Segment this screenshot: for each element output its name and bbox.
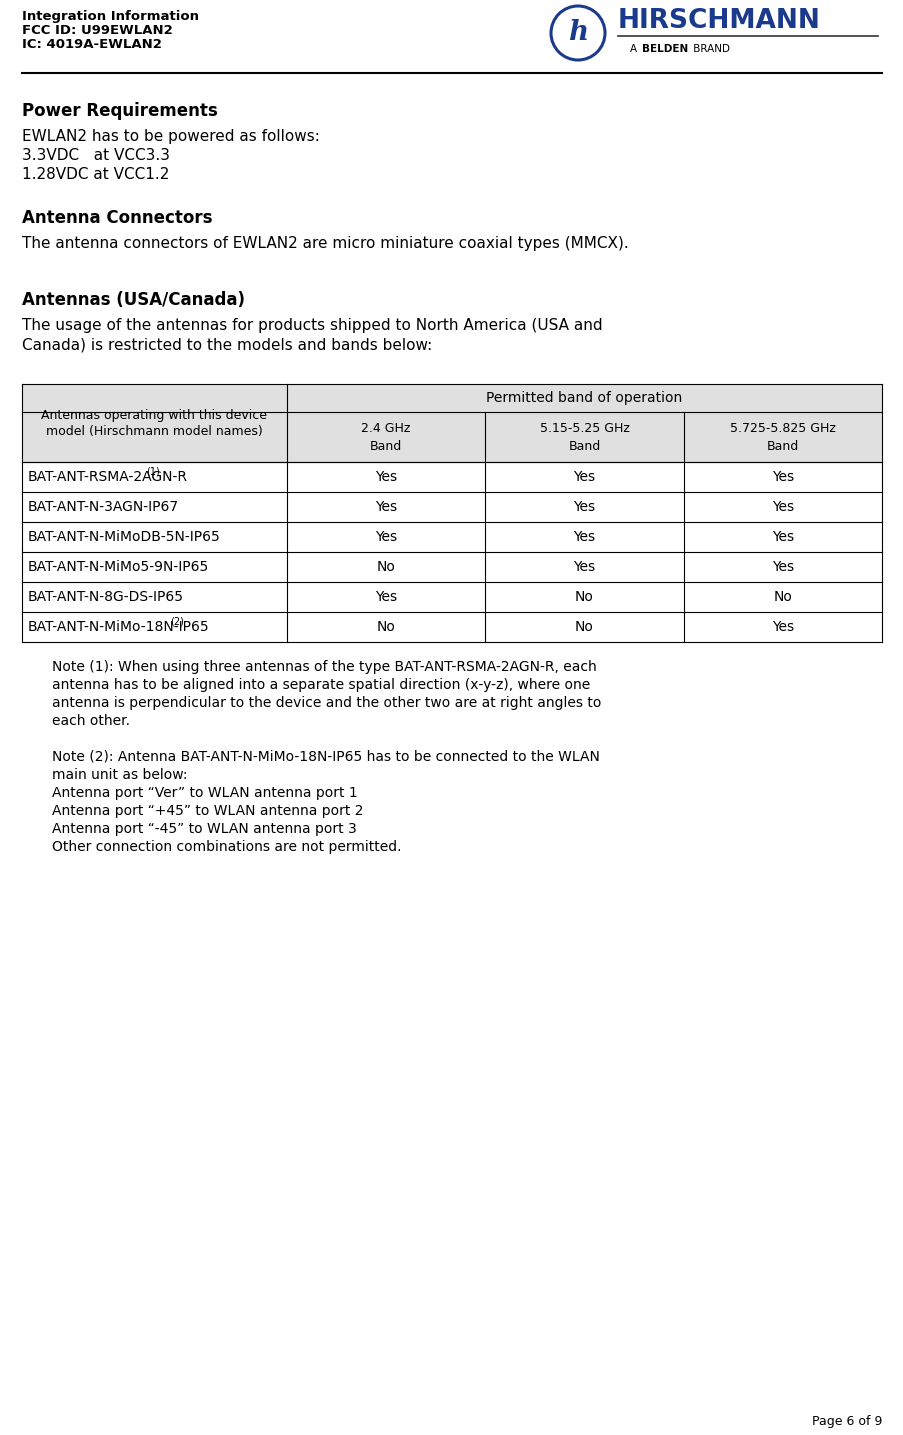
Text: (2): (2) — [171, 616, 184, 626]
Text: 5.15-5.25 GHz: 5.15-5.25 GHz — [539, 422, 628, 435]
Text: BAT-ANT-N-8G-DS-IP65: BAT-ANT-N-8G-DS-IP65 — [28, 590, 184, 604]
Text: Band: Band — [766, 439, 798, 452]
Bar — [286, 385, 881, 412]
Text: Antenna Connectors: Antenna Connectors — [22, 210, 212, 227]
Text: Band: Band — [568, 439, 600, 452]
Bar — [286, 412, 881, 462]
Text: Yes: Yes — [573, 471, 595, 484]
Text: Antenna port “-45” to WLAN antenna port 3: Antenna port “-45” to WLAN antenna port … — [52, 822, 357, 837]
Text: BAT-ANT-RSMA-2AGN-R: BAT-ANT-RSMA-2AGN-R — [28, 471, 188, 484]
Text: Yes: Yes — [375, 471, 396, 484]
Text: main unit as below:: main unit as below: — [52, 768, 187, 782]
Text: 1.28VDC at VCC1.2: 1.28VDC at VCC1.2 — [22, 166, 169, 182]
Text: Antennas (USA/Canada): Antennas (USA/Canada) — [22, 291, 245, 309]
Text: model (Hirschmann model names): model (Hirschmann model names) — [46, 425, 263, 438]
Text: Permitted band of operation: Permitted band of operation — [486, 390, 682, 405]
Text: Band: Band — [369, 439, 402, 452]
Text: Note (2): Antenna BAT-ANT-N-MiMo-18N-IP65 has to be connected to the WLAN: Note (2): Antenna BAT-ANT-N-MiMo-18N-IP6… — [52, 751, 600, 763]
Text: Power Requirements: Power Requirements — [22, 102, 218, 121]
Text: The usage of the antennas for products shipped to North America (USA and: The usage of the antennas for products s… — [22, 319, 602, 333]
Text: No: No — [574, 590, 593, 604]
Text: each other.: each other. — [52, 715, 130, 728]
Text: BAT-ANT-N-3AGN-IP67: BAT-ANT-N-3AGN-IP67 — [28, 499, 179, 514]
Text: antenna is perpendicular to the device and the other two are at right angles to: antenna is perpendicular to the device a… — [52, 696, 600, 710]
Text: BAT-ANT-N-MiMo-18N-IP65: BAT-ANT-N-MiMo-18N-IP65 — [28, 620, 209, 634]
Text: Yes: Yes — [573, 530, 595, 544]
Text: The antenna connectors of EWLAN2 are micro miniature coaxial types (MMCX).: The antenna connectors of EWLAN2 are mic… — [22, 235, 628, 251]
Text: No: No — [377, 620, 396, 634]
Text: A: A — [629, 44, 639, 55]
Text: Yes: Yes — [771, 530, 793, 544]
Text: FCC ID: U99EWLAN2: FCC ID: U99EWLAN2 — [22, 24, 172, 37]
Text: BRAND: BRAND — [689, 44, 730, 55]
Text: Yes: Yes — [375, 530, 396, 544]
Text: 5.725-5.825 GHz: 5.725-5.825 GHz — [729, 422, 835, 435]
Text: BAT-ANT-N-MiMoDB-5N-IP65: BAT-ANT-N-MiMoDB-5N-IP65 — [28, 530, 220, 544]
Text: Note (1): When using three antennas of the type BAT-ANT-RSMA-2AGN-R, each: Note (1): When using three antennas of t… — [52, 660, 596, 674]
Text: Yes: Yes — [573, 499, 595, 514]
Text: BELDEN: BELDEN — [641, 44, 687, 55]
Text: No: No — [377, 560, 396, 574]
Text: Page 6 of 9: Page 6 of 9 — [811, 1415, 881, 1428]
Text: (1): (1) — [145, 466, 159, 476]
Text: Yes: Yes — [573, 560, 595, 574]
Bar — [22, 385, 286, 462]
Text: 2.4 GHz: 2.4 GHz — [361, 422, 410, 435]
Text: Yes: Yes — [771, 620, 793, 634]
Text: Antenna port “Ver” to WLAN antenna port 1: Antenna port “Ver” to WLAN antenna port … — [52, 786, 358, 799]
Text: No: No — [574, 620, 593, 634]
Text: IC: 4019A-EWLAN2: IC: 4019A-EWLAN2 — [22, 37, 162, 52]
Text: BAT-ANT-N-MiMo5-9N-IP65: BAT-ANT-N-MiMo5-9N-IP65 — [28, 560, 209, 574]
Text: Integration Information: Integration Information — [22, 10, 199, 23]
Bar — [22, 385, 881, 641]
Text: Other connection combinations are not permitted.: Other connection combinations are not pe… — [52, 839, 401, 854]
Text: No: No — [773, 590, 791, 604]
Text: Yes: Yes — [771, 471, 793, 484]
Text: EWLAN2 has to be powered as follows:: EWLAN2 has to be powered as follows: — [22, 129, 320, 144]
Text: Yes: Yes — [771, 499, 793, 514]
Text: Yes: Yes — [375, 499, 396, 514]
Text: antenna has to be aligned into a separate spatial direction (x-y-z), where one: antenna has to be aligned into a separat… — [52, 677, 590, 692]
Text: Yes: Yes — [771, 560, 793, 574]
Text: 3.3VDC   at VCC3.3: 3.3VDC at VCC3.3 — [22, 148, 170, 164]
Text: HIRSCHMANN: HIRSCHMANN — [618, 9, 820, 34]
Text: h: h — [567, 19, 588, 46]
Text: Canada) is restricted to the models and bands below:: Canada) is restricted to the models and … — [22, 337, 432, 352]
Text: Yes: Yes — [375, 590, 396, 604]
Text: Antennas operating with this device: Antennas operating with this device — [42, 409, 267, 422]
Text: Antenna port “+45” to WLAN antenna port 2: Antenna port “+45” to WLAN antenna port … — [52, 804, 363, 818]
